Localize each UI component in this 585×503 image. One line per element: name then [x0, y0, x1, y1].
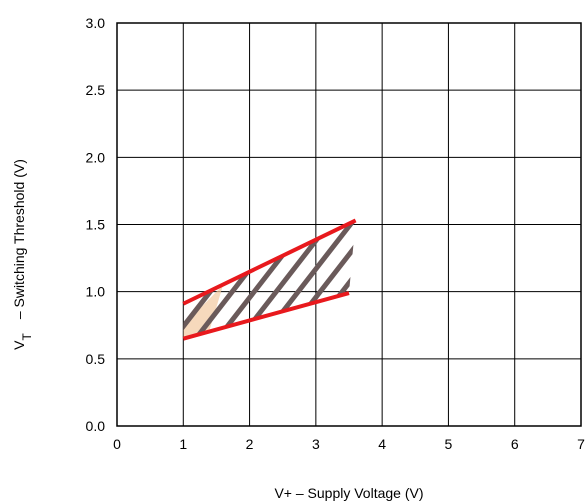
- y-axis-subscript: T: [20, 333, 34, 341]
- x-tick-label: 4: [378, 436, 386, 452]
- series-lines: [182, 218, 357, 341]
- x-tick-label: 2: [246, 436, 254, 452]
- y-tick-label: 1.0: [86, 284, 106, 300]
- y-tick-labels: 0.0 0.5 1.0 1.5 2.0 2.5 3.0: [86, 15, 106, 434]
- x-tick-labels: 0 1 2 3 4 5 6 7: [113, 436, 585, 452]
- plot-frame: [116, 22, 582, 427]
- y-tick-label: 1.5: [86, 217, 106, 233]
- lower-threshold-line: [182, 291, 350, 341]
- y-tick-label: 2.5: [86, 82, 106, 98]
- y-axis-title: VT – Switching Threshold (V): [11, 159, 34, 350]
- x-tick-label: 3: [312, 436, 320, 452]
- x-tick-label: 1: [179, 436, 187, 452]
- y-axis-symbol: V: [11, 340, 27, 350]
- y-tick-label: 0.0: [86, 418, 106, 434]
- x-tick-label: 6: [511, 436, 519, 452]
- upper-threshold-line: [182, 218, 357, 306]
- x-tick-label: 7: [577, 436, 585, 452]
- band-tint: [183, 284, 224, 339]
- hatch-line: [337, 220, 356, 339]
- hatch-line: [383, 198, 503, 352]
- threshold-band: [53, 198, 503, 352]
- hatch-line: [53, 198, 173, 352]
- y-tick-label: 0.5: [86, 351, 106, 367]
- x-axis-title: V+ – Supply Voltage (V): [274, 485, 423, 501]
- y-tick-label: 2.0: [86, 149, 106, 165]
- hatch-line: [361, 198, 481, 352]
- y-axis-text: – Switching Threshold (V): [11, 159, 27, 319]
- y-tick-label: 3.0: [86, 15, 106, 31]
- x-tick-label: 0: [113, 436, 121, 452]
- x-tick-label: 5: [445, 436, 453, 452]
